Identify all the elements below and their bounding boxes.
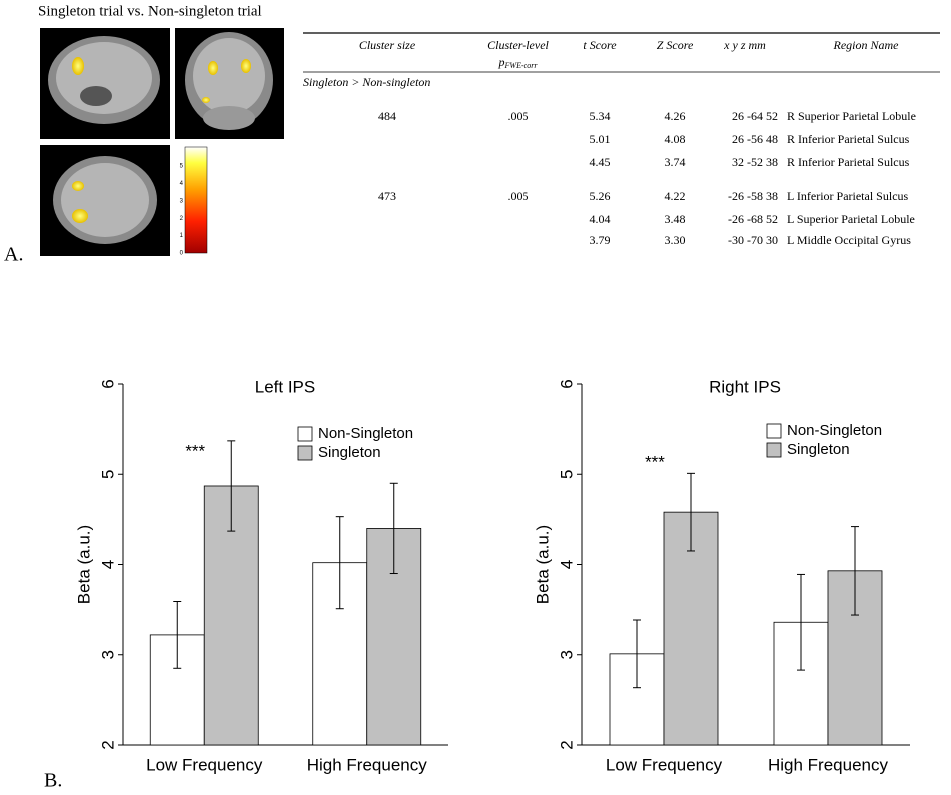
- legend-swatch: [766, 442, 782, 458]
- y-tick-label: 2: [557, 740, 576, 749]
- legend-label: Non-Singleton: [318, 425, 413, 442]
- brain-coronal: [175, 28, 284, 139]
- table-section: Singleton > Non-singleton: [303, 75, 430, 89]
- table-cell: R Superior Parietal Lobule: [787, 109, 916, 123]
- x-tick-label: High Frequency: [768, 755, 889, 774]
- table-cell: .005: [508, 109, 529, 123]
- y-tick-label: 5: [98, 470, 117, 479]
- table-cell: 26 -56 48: [732, 132, 778, 146]
- panel-label: A.: [4, 244, 23, 266]
- x-tick-label: High Frequency: [307, 755, 428, 774]
- y-tick-label: 2: [98, 740, 117, 749]
- y-tick-label: 6: [557, 379, 576, 388]
- colorbar: [184, 146, 208, 254]
- y-axis-label: Beta (a.u.): [74, 525, 93, 604]
- table-header: t Score: [583, 38, 617, 52]
- panel-title: Singleton trial vs. Non-singleton trial: [38, 3, 262, 19]
- table-header: Cluster size: [359, 38, 416, 52]
- table-header: x y z mm: [723, 38, 766, 52]
- table-cell: R Inferior Parietal Sulcus: [787, 132, 910, 146]
- chart-title: Left IPS: [255, 377, 315, 396]
- y-tick-label: 3: [98, 650, 117, 659]
- bar: [609, 653, 665, 746]
- table-cell: .005: [508, 189, 529, 203]
- bar: [149, 634, 205, 746]
- table-cell: R Inferior Parietal Sulcus: [787, 155, 910, 169]
- legend-label: Non-Singleton: [787, 422, 882, 439]
- table-cell: 473: [378, 189, 396, 203]
- panel-label: B.: [44, 770, 62, 792]
- brain-axial: [40, 145, 170, 256]
- x-tick-label: Low Frequency: [146, 755, 263, 774]
- y-tick-label: 4: [557, 560, 576, 569]
- y-tick-label: 5: [557, 470, 576, 479]
- table-header: Z Score: [657, 38, 694, 52]
- table-cell: 3.79: [590, 233, 611, 247]
- annotation: ***: [645, 452, 665, 471]
- table-header: Cluster-level: [487, 38, 549, 52]
- table-cell: -30 -70 30: [728, 233, 778, 247]
- annotation: ***: [185, 441, 205, 460]
- y-tick-label: 4: [98, 560, 117, 569]
- table-cell: 4.04: [590, 212, 611, 226]
- table-cell: 4.45: [590, 155, 611, 169]
- table-header: Region Name: [833, 38, 900, 52]
- colorbar-tick-label: 2: [180, 216, 184, 222]
- table-cell: 26 -64 52: [732, 109, 778, 123]
- colorbar-tick-label: 0: [180, 251, 184, 257]
- table-cell: 484: [378, 109, 396, 123]
- table-cell: -26 -58 38: [728, 189, 778, 203]
- colorbar-tick-label: 3: [180, 198, 184, 204]
- x-tick-label: Low Frequency: [606, 755, 723, 774]
- y-tick-label: 3: [557, 650, 576, 659]
- table-cell: 3.48: [665, 212, 686, 226]
- legend-label: Singleton: [318, 444, 381, 461]
- chart-title: Right IPS: [709, 377, 781, 396]
- table-cell: -26 -68 52: [728, 212, 778, 226]
- y-tick-label: 6: [98, 379, 117, 388]
- table-cell: 5.01: [590, 132, 611, 146]
- legend-swatch: [297, 426, 313, 442]
- brain-sagittal: [40, 28, 170, 139]
- colorbar-tick-label: 4: [180, 181, 184, 187]
- table-header: pFWE-corr: [498, 55, 539, 70]
- table-cell: 5.26: [590, 189, 611, 203]
- table-cell: L Middle Occipital Gyrus: [787, 233, 911, 247]
- table-cell: 4.26: [665, 109, 686, 123]
- table-cell: 3.30: [665, 233, 686, 247]
- p-subscript: FWE-corr: [504, 61, 539, 70]
- table-cell: L Inferior Parietal Sulcus: [787, 189, 909, 203]
- table-cell: 5.34: [590, 109, 611, 123]
- y-axis-label: Beta (a.u.): [533, 525, 552, 604]
- legend-swatch: [766, 423, 782, 439]
- table-cell: 3.74: [665, 155, 686, 169]
- table-cell: L Superior Parietal Lobule: [787, 212, 915, 226]
- colorbar-tick-label: 5: [180, 164, 184, 170]
- colorbar-tick-label: 1: [180, 233, 184, 239]
- table-cell: 4.08: [665, 132, 686, 146]
- table-cell: 4.22: [665, 189, 686, 203]
- p-symbol: p: [498, 55, 505, 69]
- table-cell: 32 -52 38: [732, 155, 778, 169]
- legend-swatch: [297, 445, 313, 461]
- legend-label: Singleton: [787, 441, 850, 458]
